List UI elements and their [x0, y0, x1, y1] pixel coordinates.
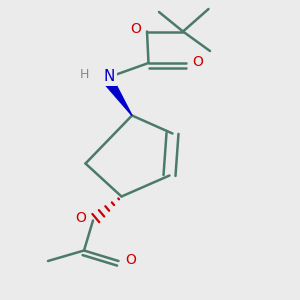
Text: H: H	[80, 68, 90, 81]
Text: O: O	[76, 211, 86, 225]
Text: O: O	[193, 55, 203, 68]
Text: O: O	[126, 253, 136, 267]
Text: N: N	[103, 69, 115, 84]
Text: O: O	[130, 22, 141, 36]
Polygon shape	[102, 75, 132, 116]
